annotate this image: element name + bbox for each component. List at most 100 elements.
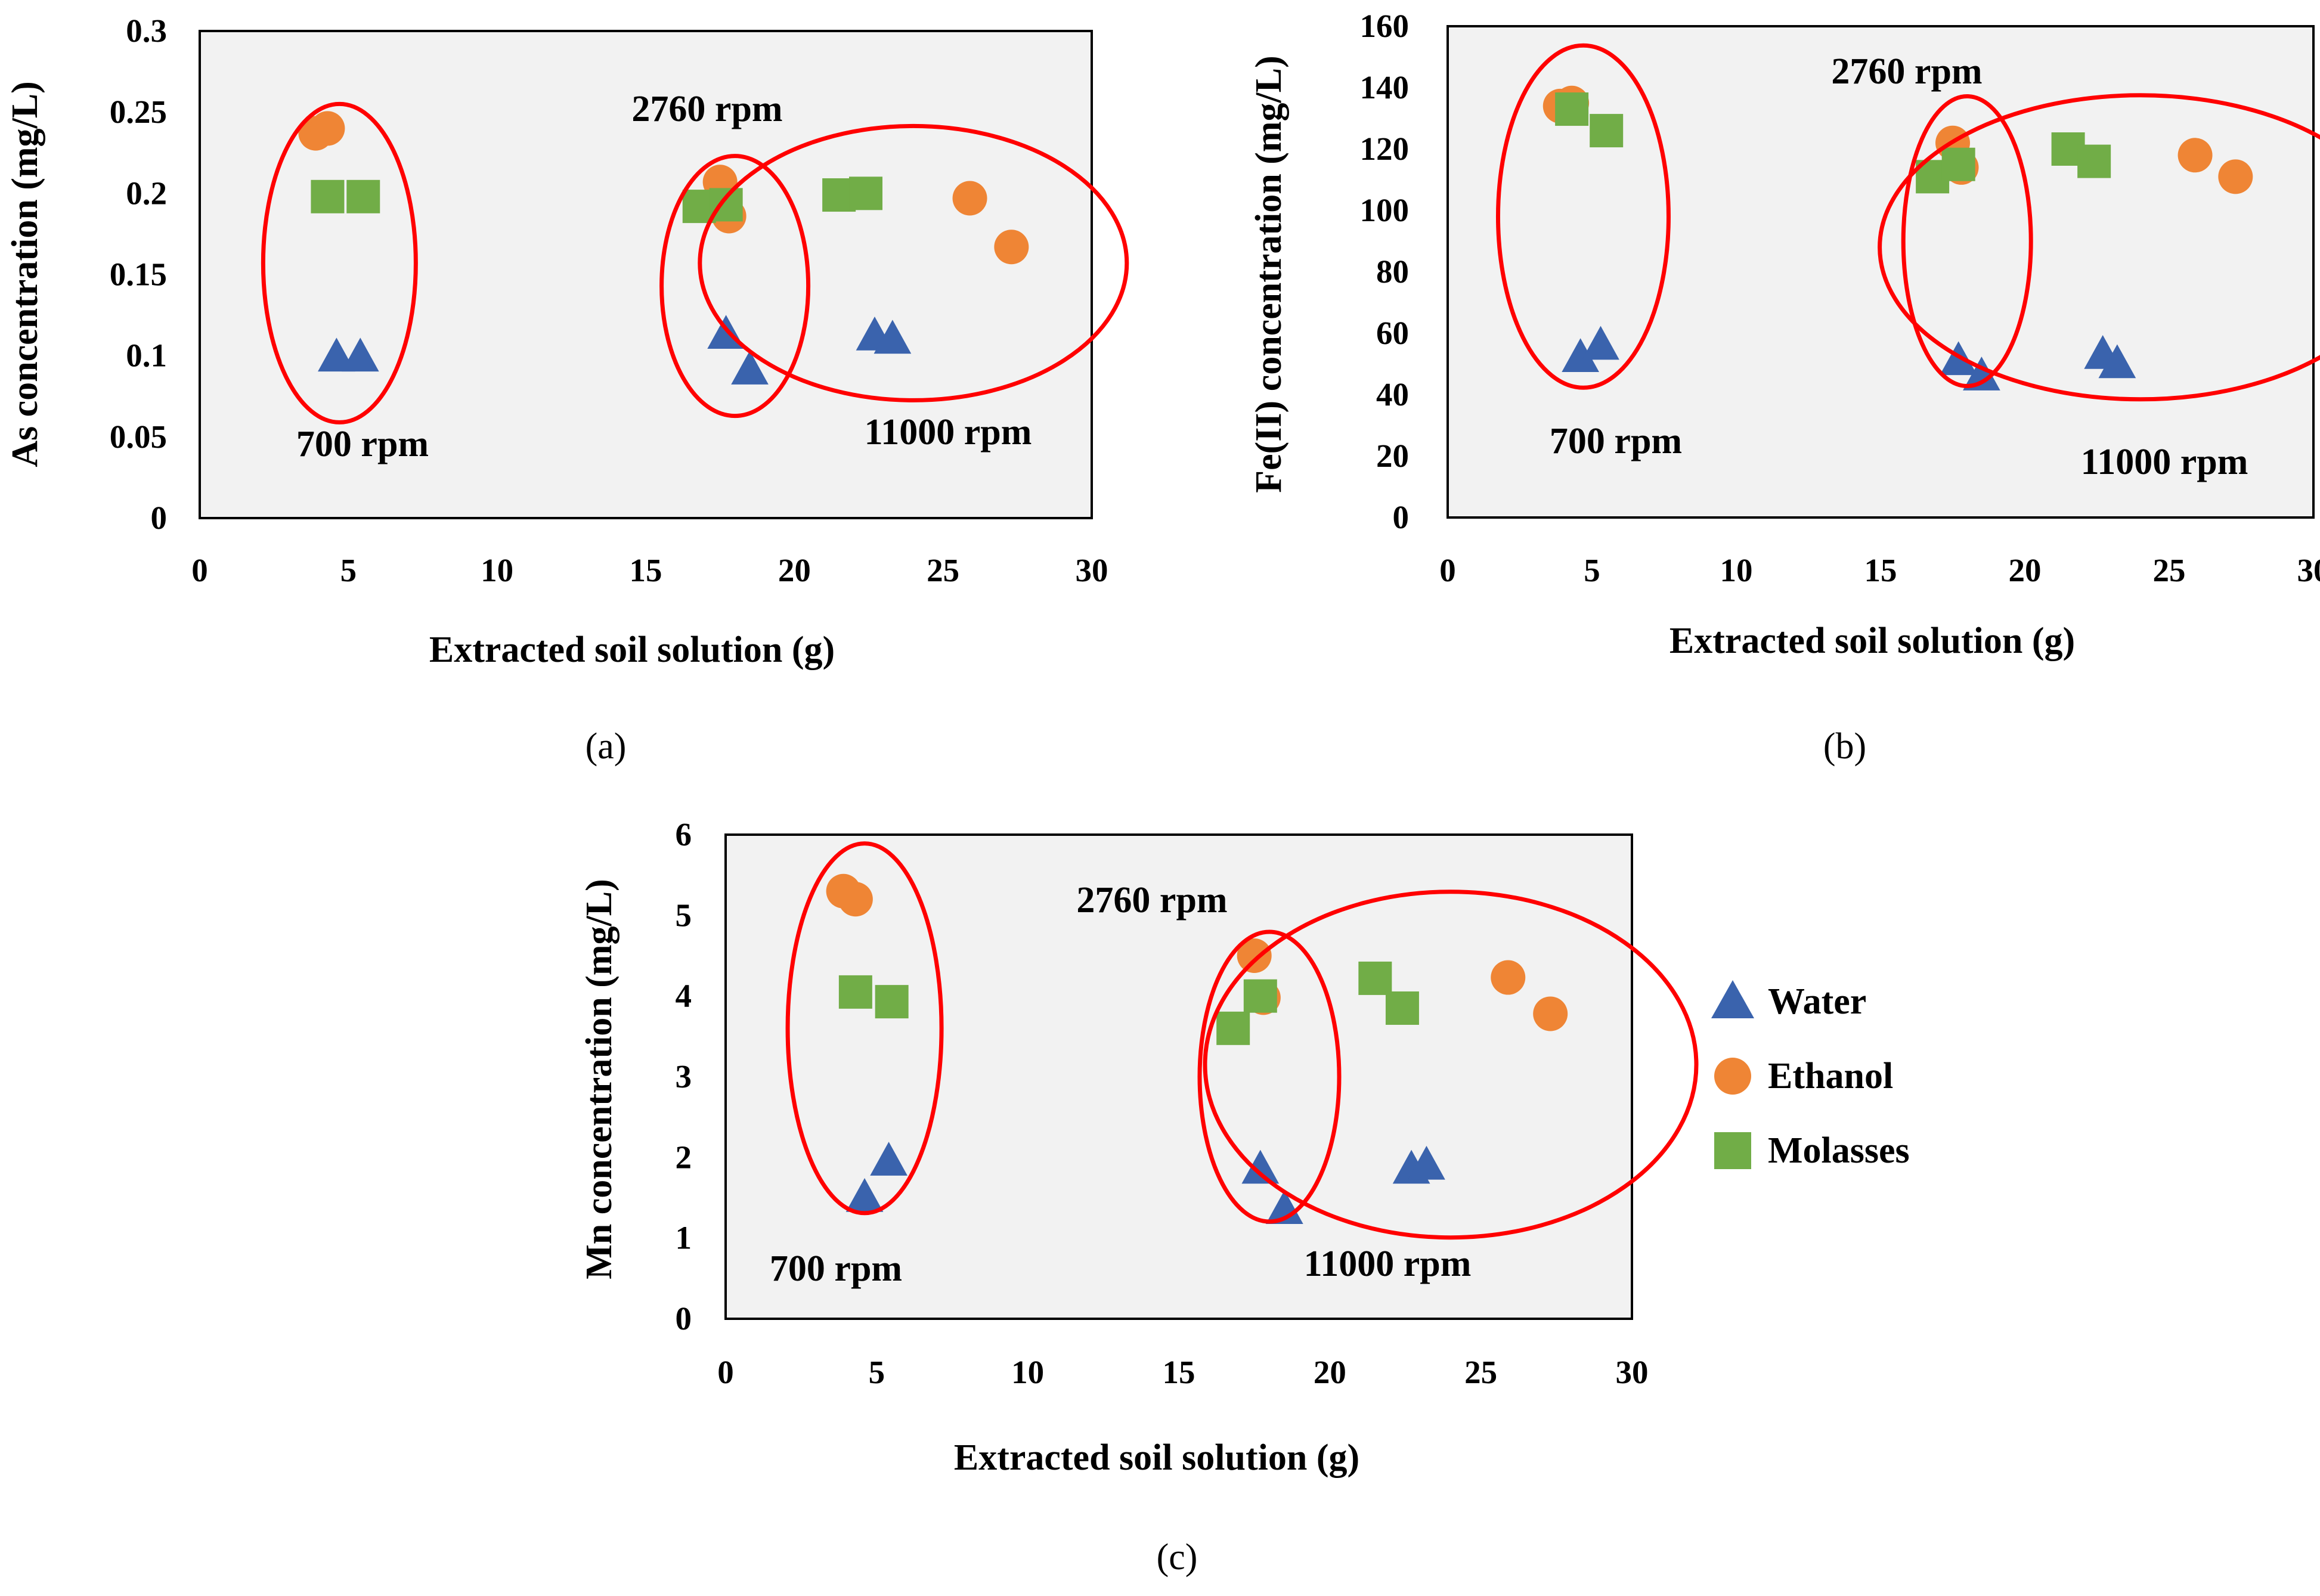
molasses-point [875, 985, 909, 1019]
cluster-ellipse [1901, 94, 2033, 388]
legend: Water Ethanol Molasses [1711, 980, 1910, 1171]
x-tick-label: 0 [191, 552, 208, 588]
ethanol-legend-marker [1714, 1058, 1751, 1095]
ethanol-point [994, 230, 1029, 265]
plot-area [199, 30, 1093, 519]
x-tick-label: 20 [778, 552, 811, 588]
x-tick-label: 15 [630, 552, 662, 588]
x-tick-label: 20 [2009, 552, 2042, 588]
x-tick-label: 30 [1616, 1354, 1649, 1390]
y-tick-label: 0.05 [110, 419, 167, 455]
x-tick-label: 30 [1076, 552, 1108, 588]
y-tick-label: 5 [676, 897, 692, 933]
chart-panel-a: 0 5 10 15 20 25 30 0 0.05 0.1 0.15 0.2 0.25 0.3 Extrac… [5, 13, 1129, 767]
y-tick-label: 140 [1360, 69, 1410, 106]
legend-label: Molasses [1768, 1130, 1910, 1171]
rpm-annotation: 11000 rpm [865, 412, 1032, 453]
x-tick-label: 0 [1439, 552, 1456, 588]
water-point [870, 1142, 907, 1176]
x-tick-label: 15 [1163, 1354, 1195, 1390]
water-point [1963, 357, 2000, 391]
molasses-point [1243, 979, 1277, 1013]
y-tick-label: 20 [1376, 438, 1409, 474]
ethanol-point [310, 111, 345, 146]
chart-panels: 0 5 10 15 20 25 3000.050.10.150.20.250.3Extrac… [5, 8, 2320, 1578]
x-axis-title: Extracted soil solution (g) [954, 1437, 1359, 1478]
molasses-legend-marker [1714, 1132, 1751, 1169]
y-tick-label: 0.15 [110, 256, 167, 293]
y-tick-label: 0.2 [126, 175, 167, 211]
water-point [2098, 344, 2136, 379]
y-tick-label: 100 [1360, 192, 1410, 228]
cluster-ellipse [1203, 890, 1699, 1240]
water-point [845, 1178, 884, 1212]
ethanol-point [2177, 138, 2213, 173]
water-point [1408, 1145, 1445, 1180]
cluster-ellipse [659, 154, 811, 419]
panel-label: (b) [1823, 726, 1866, 767]
water-point [1265, 1190, 1303, 1225]
cluster-ellipse [1197, 929, 1342, 1224]
x-tick-label: 25 [2153, 552, 2186, 588]
y-tick-label: 6 [676, 816, 692, 853]
y-tick-label: 1 [676, 1220, 692, 1256]
y-tick-label: 0 [151, 500, 168, 536]
x-tick-label: 10 [1011, 1354, 1044, 1390]
cluster-ellipse [261, 101, 418, 424]
x-tick-label: 25 [927, 552, 959, 588]
legend-label: Water [1768, 981, 1866, 1022]
rpm-annotation: 700 rpm [770, 1248, 902, 1289]
y-tick-label: 0 [676, 1300, 692, 1337]
water-point [874, 320, 912, 354]
molasses-point [1358, 961, 1392, 995]
x-tick-label: 5 [1584, 552, 1600, 588]
x-tick-label: 10 [481, 552, 513, 588]
cluster-ellipse [785, 841, 944, 1216]
y-tick-label: 120 [1360, 131, 1410, 167]
cluster-ellipse [698, 123, 1129, 402]
ethanol-point [1533, 996, 1568, 1031]
y-tick-label: 3 [676, 1058, 692, 1095]
y-tick-label: 0.25 [110, 94, 167, 130]
x-axis-title: Extracted soil solution (g) [1669, 621, 2075, 661]
x-tick-label: 15 [1864, 552, 1897, 588]
rpm-annotation: 2760 rpm [1831, 51, 1982, 92]
chart-panel-c: 0 5 10 15 20 25 30 0 1 2 3 4 5 6 Extracted soil soluti… [579, 816, 1699, 1578]
molasses-point [1385, 991, 1419, 1025]
water-point [1562, 338, 1599, 372]
water-point [318, 337, 355, 372]
ethanol-point [2218, 159, 2253, 194]
ethanol-point [1491, 960, 1526, 995]
molasses-point [838, 975, 872, 1009]
ethanol-point [838, 882, 873, 917]
x-tick-label: 30 [2297, 552, 2320, 588]
molasses-point [1555, 92, 1589, 126]
y-tick-label: 0 [1393, 499, 1410, 535]
molasses-point [2077, 144, 2111, 178]
molasses-point [849, 176, 883, 210]
rpm-annotation: 11000 rpm [1304, 1244, 1472, 1284]
molasses-point [1941, 147, 1975, 181]
rpm-annotation: 2760 rpm [631, 89, 782, 129]
rpm-annotation: 11000 rpm [2081, 442, 2248, 482]
y-tick-label: 80 [1376, 253, 1409, 290]
rpm-annotation: 700 rpm [296, 424, 429, 464]
chart-panel-b: 0 5 10 15 20 25 30 0 20 40 60 80 100 120 140 160 Extract… [1249, 8, 2320, 767]
cluster-ellipse [1878, 93, 2320, 402]
y-tick-label: 160 [1360, 8, 1410, 44]
x-tick-label: 25 [1464, 1354, 1497, 1390]
y-tick-label: 60 [1376, 315, 1409, 351]
cluster-ellipse [1495, 43, 1671, 390]
y-axis-title: Fe(II) concentration (mg/L) [1249, 55, 1289, 493]
panel-label: (c) [1157, 1537, 1198, 1578]
legend-label: Ethanol [1768, 1056, 1893, 1096]
panel-label: (a) [586, 726, 627, 767]
water-point [731, 351, 769, 385]
x-tick-label: 0 [717, 1354, 734, 1390]
ethanol-point [1237, 938, 1272, 973]
ethanol-point [952, 181, 987, 216]
y-axis-title: As concentration (mg/L) [5, 81, 45, 467]
rpm-annotation: 2760 rpm [1076, 880, 1227, 921]
molasses-point [1590, 114, 1624, 148]
